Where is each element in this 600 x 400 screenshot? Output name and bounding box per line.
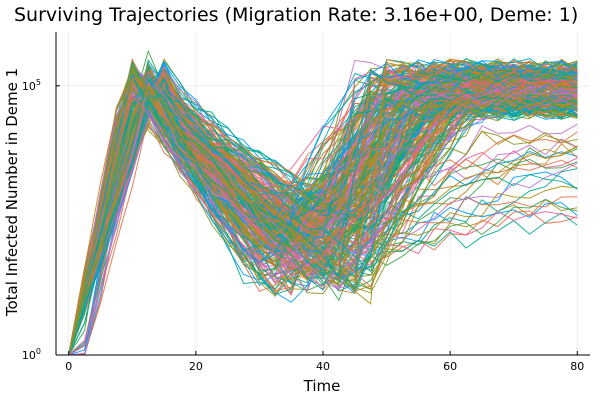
axes: 0 20 40 60 80 100 105 [22, 32, 590, 373]
trajectory-line [68, 88, 578, 356]
trajectory-line [68, 69, 578, 356]
trajectory-line [68, 70, 578, 356]
x-axis-label: Time [303, 377, 341, 395]
trajectory-line [68, 86, 578, 356]
trajectory-line [68, 58, 578, 356]
trajectory-line [68, 77, 578, 356]
chart-title: Surviving Trajectories (Migration Rate: … [14, 4, 578, 26]
y-tick-label: 100 [22, 347, 41, 362]
trajectory-line [68, 72, 578, 356]
trajectory-line [68, 87, 578, 356]
trajectory-line [68, 92, 578, 356]
y-tick-label: 105 [22, 78, 41, 93]
y-axis-label: Total Infected Number in Deme 1 [3, 68, 21, 317]
x-tick-label: 60 [443, 360, 457, 373]
x-tick-label: 0 [65, 360, 72, 373]
trajectory-line [68, 65, 578, 356]
x-tick-label: 40 [316, 360, 330, 373]
series-group [68, 49, 578, 356]
trajectory-line [68, 90, 578, 356]
x-tick-label: 80 [570, 360, 584, 373]
trajectory-line [68, 75, 578, 356]
trajectory-line [68, 61, 578, 356]
x-tick-label: 20 [189, 360, 203, 373]
trajectory-line [68, 65, 578, 356]
